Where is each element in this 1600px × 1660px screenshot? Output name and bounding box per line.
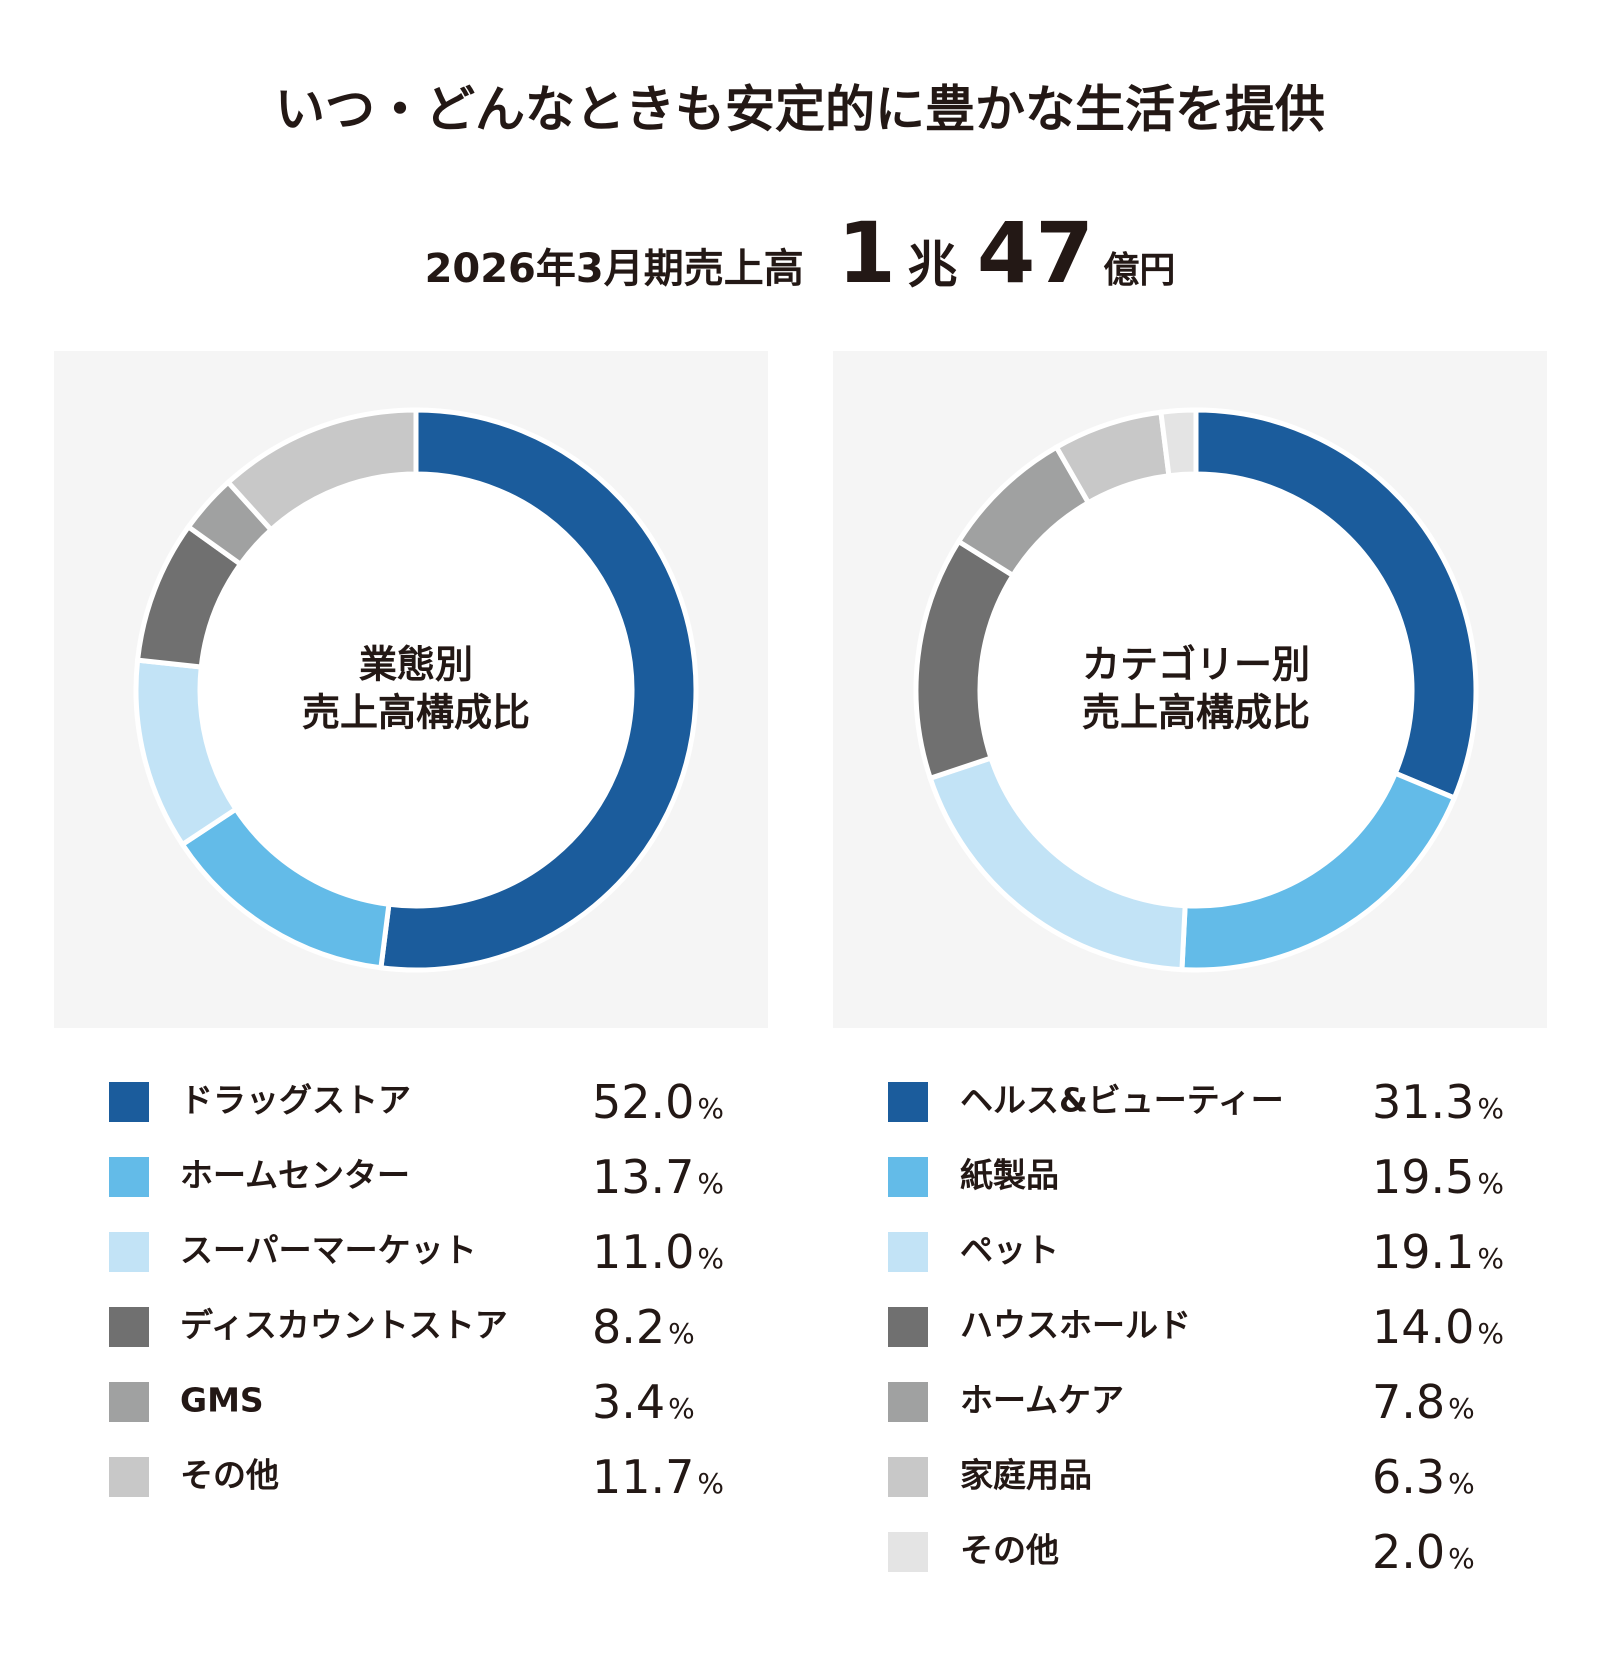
donut-segment	[224, 407, 419, 534]
legend-swatch	[109, 1157, 149, 1197]
value-label: 2.0%	[1372, 1525, 1475, 1579]
value-number: 11.0	[592, 1225, 694, 1279]
donut-center-label: 業態別	[359, 643, 473, 687]
donut-segment	[1193, 407, 1479, 802]
value-unit: %	[1477, 1092, 1504, 1125]
value-label: 31.3%	[1372, 1075, 1504, 1129]
value-label: 52.0%	[592, 1075, 724, 1129]
donut-segment	[378, 407, 699, 973]
legend-swatch	[109, 1457, 149, 1497]
donut-center-label: カテゴリー別	[1082, 643, 1310, 687]
donut-center-label: 売上高構成比	[1082, 691, 1310, 735]
legend-swatch	[888, 1382, 928, 1422]
legend-swatch	[109, 1307, 149, 1347]
legend-label: ヘルス&ビューティー	[960, 1081, 1284, 1120]
value-unit: %	[1477, 1167, 1504, 1200]
donut-segment	[1158, 407, 1199, 479]
value-label: 19.1%	[1372, 1225, 1504, 1279]
legend-label: 家庭用品	[960, 1456, 1092, 1495]
value-unit: %	[1448, 1392, 1475, 1425]
value-number: 2.0	[1372, 1525, 1445, 1579]
legend-label: ドラッグストア	[180, 1081, 411, 1120]
value-unit: %	[1448, 1467, 1475, 1500]
legend-swatch	[109, 1382, 149, 1422]
sales-billion: 47	[977, 204, 1094, 302]
value-label: 8.2%	[592, 1300, 695, 1354]
value-unit: %	[697, 1467, 724, 1500]
value-unit: %	[668, 1317, 695, 1350]
legend-label: ホームセンター	[180, 1156, 410, 1195]
value-label: 11.7%	[592, 1450, 724, 1504]
value-number: 11.7	[592, 1450, 694, 1504]
legend-label: ホームケア	[960, 1381, 1124, 1420]
value-number: 19.1	[1372, 1225, 1474, 1279]
legend-label: その他	[960, 1531, 1059, 1570]
legend-label: ハウスホールド	[960, 1306, 1191, 1345]
value-unit: %	[1477, 1317, 1504, 1350]
value-number: 8.2	[592, 1300, 665, 1354]
value-label: 7.8%	[1372, 1375, 1475, 1429]
value-label: 19.5%	[1372, 1150, 1504, 1204]
legend-label: その他	[180, 1456, 279, 1495]
legend-label: 紙製品	[960, 1156, 1059, 1195]
value-label: 6.3%	[1372, 1450, 1475, 1504]
sales-billion-unit: 億円	[1103, 250, 1175, 291]
legend-swatch	[888, 1532, 928, 1572]
value-number: 14.0	[1372, 1300, 1474, 1354]
value-number: 7.8	[1372, 1375, 1445, 1429]
value-number: 3.4	[592, 1375, 665, 1429]
value-unit: %	[1448, 1542, 1475, 1575]
donut-hole	[202, 476, 630, 904]
value-label: 11.0%	[592, 1225, 724, 1279]
value-number: 31.3	[1372, 1075, 1474, 1129]
sales-trillion-unit: 兆	[907, 236, 957, 294]
legend-label: GMS	[180, 1381, 264, 1420]
donut-hole	[982, 476, 1410, 904]
value-number: 52.0	[592, 1075, 694, 1129]
value-unit: %	[668, 1392, 695, 1425]
value-number: 19.5	[1372, 1150, 1474, 1204]
value-unit: %	[697, 1092, 724, 1125]
sales-period: 2026年3月期売上高	[425, 246, 804, 292]
page-title: いつ・どんなときも安定的に豊かな生活を提供	[275, 81, 1325, 139]
sales-trillion: 1	[837, 204, 895, 302]
legend-swatch	[888, 1232, 928, 1272]
value-number: 6.3	[1372, 1450, 1445, 1504]
legend-swatch	[888, 1307, 928, 1347]
legend-swatch	[888, 1157, 928, 1197]
legend-swatch	[888, 1082, 928, 1122]
value-number: 13.7	[592, 1150, 694, 1204]
legend-label: ディスカウントストア	[180, 1306, 508, 1345]
value-unit: %	[697, 1167, 724, 1200]
value-label: 13.7%	[592, 1150, 724, 1204]
sales-total: 2026年3月期売上高 1 兆 47 億円	[425, 204, 1176, 302]
value-unit: %	[697, 1242, 724, 1275]
legend-label: ペット	[960, 1231, 1059, 1270]
legend-swatch	[109, 1082, 149, 1122]
value-label: 14.0%	[1372, 1300, 1504, 1354]
value-label: 3.4%	[592, 1375, 695, 1429]
legend-label: スーパーマーケット	[180, 1231, 477, 1270]
donut-center-label: 売上高構成比	[302, 691, 530, 735]
legend-swatch	[888, 1457, 928, 1497]
value-unit: %	[1477, 1242, 1504, 1275]
legend-swatch	[109, 1232, 149, 1272]
